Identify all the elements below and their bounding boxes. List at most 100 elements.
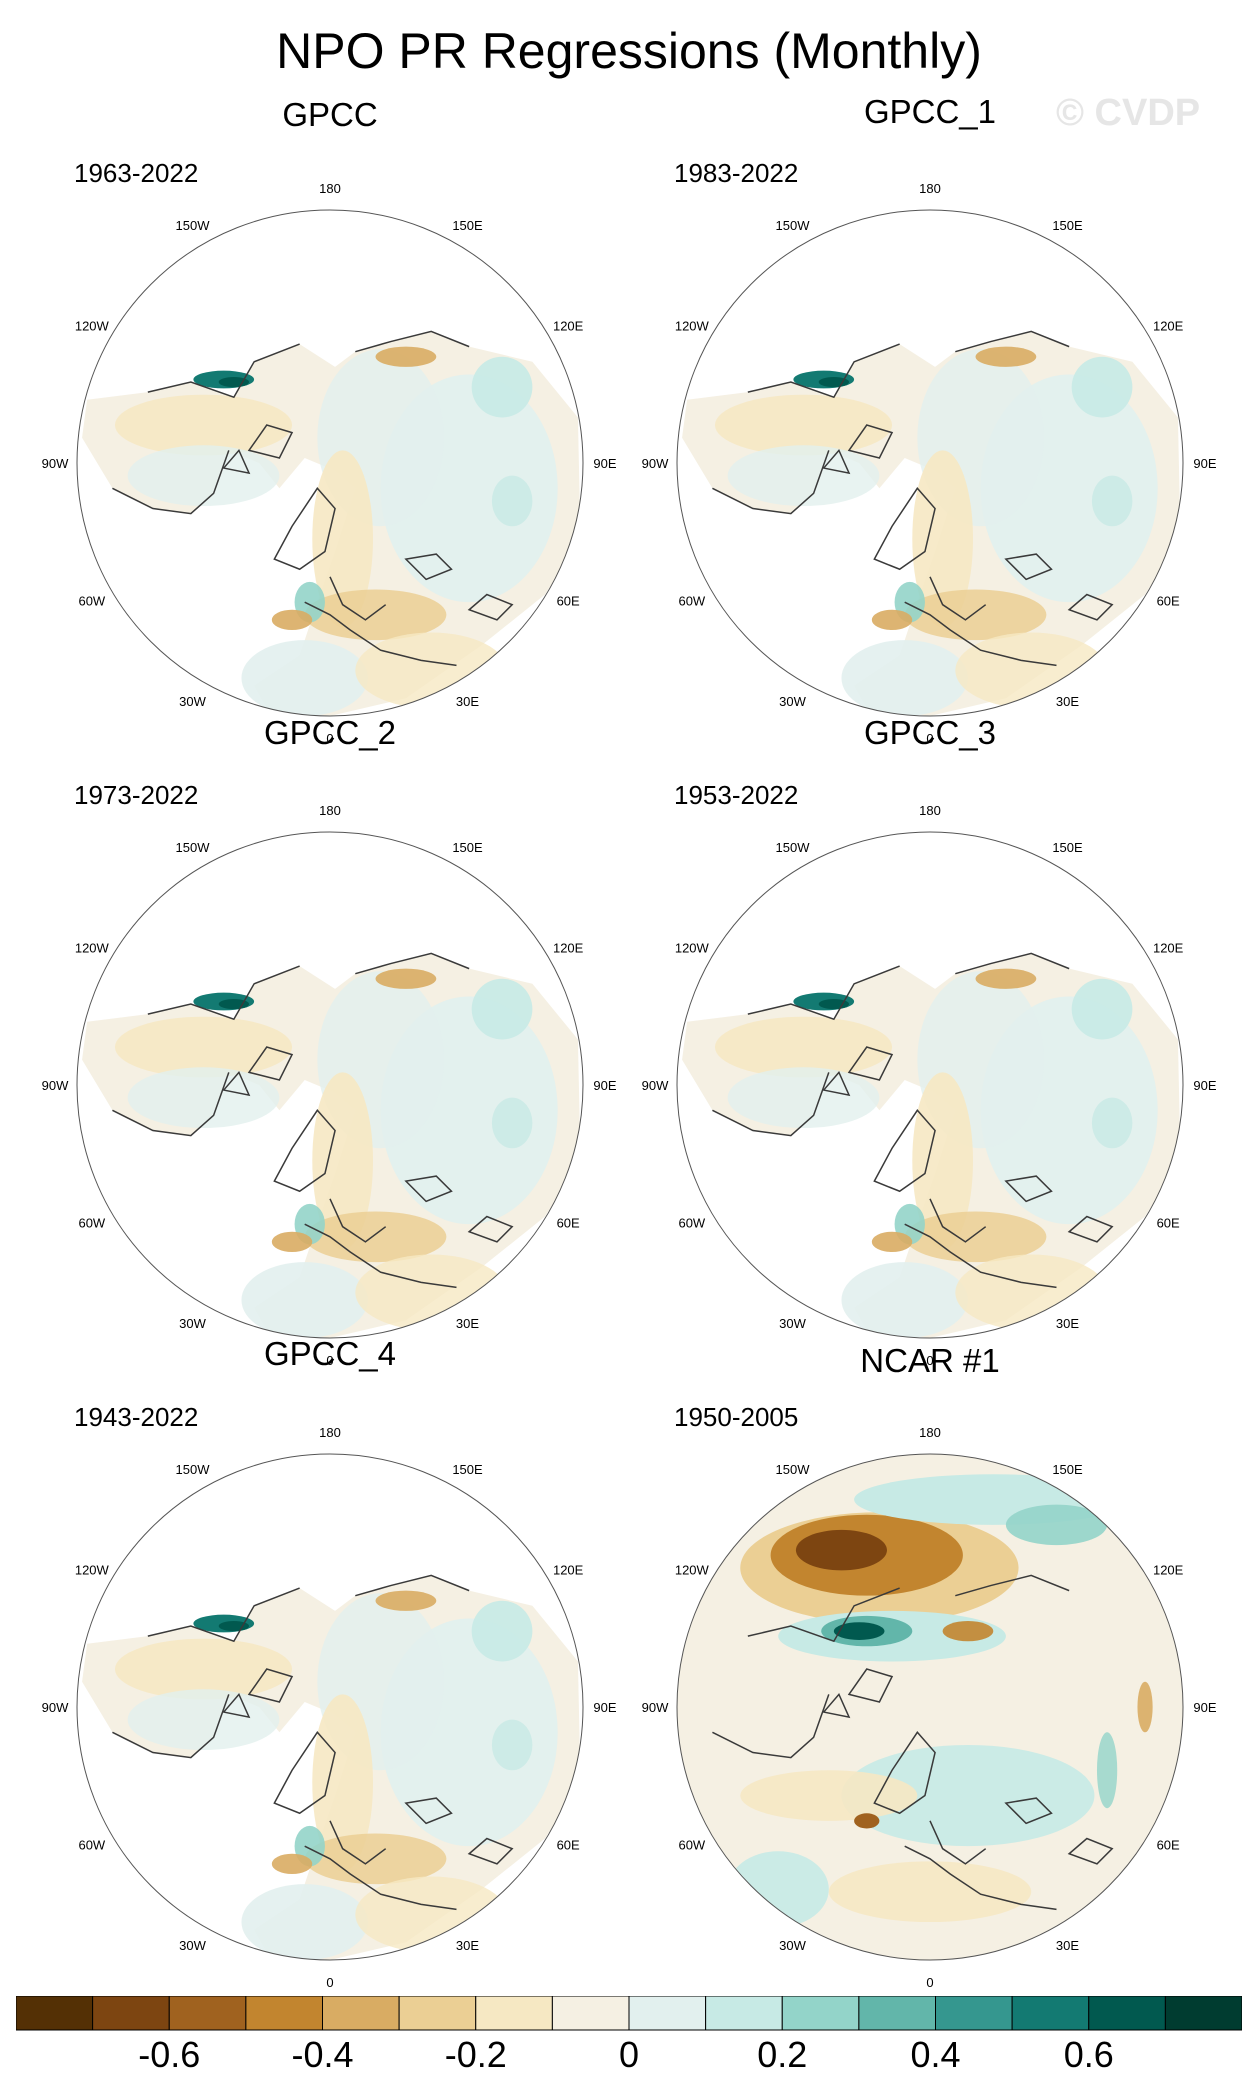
polar-map: 180 150E 120E 90E 60E 30E 0 30W 60W 90W 120W 150W xyxy=(642,803,1217,1368)
coastline xyxy=(329,1198,387,1243)
coastline xyxy=(712,450,830,515)
longitude-label: 30E xyxy=(1056,1316,1079,1331)
anomaly-contour xyxy=(375,346,437,367)
panel-title: GPCC_2 xyxy=(263,714,397,751)
colorbar xyxy=(16,1996,1242,2031)
coastline xyxy=(404,1797,453,1825)
coastline xyxy=(822,448,851,475)
coastline xyxy=(847,1046,894,1081)
longitude-label: 90E xyxy=(1193,1700,1216,1715)
anomaly-contour xyxy=(127,445,280,507)
coastline xyxy=(467,1837,514,1865)
anomaly-contour xyxy=(871,1231,913,1252)
longitude-label: 150E xyxy=(1052,1462,1083,1477)
coastline xyxy=(222,1070,251,1097)
anomaly-contour xyxy=(833,1622,885,1640)
colorbar-swatch xyxy=(781,1996,860,2031)
anomaly-contour xyxy=(471,1600,533,1662)
longitude-label: 150W xyxy=(176,218,211,233)
coastline xyxy=(873,1731,936,1815)
anomaly-contour xyxy=(271,1231,313,1252)
longitude-label: 60E xyxy=(1157,1838,1180,1853)
anomaly-contour xyxy=(714,1016,893,1078)
longitude-label: 180 xyxy=(319,181,341,196)
anomaly-contour xyxy=(828,1861,1032,1923)
watermark: © CVDP xyxy=(1056,92,1201,134)
panel-title: GPCC xyxy=(282,96,378,133)
coastline xyxy=(1004,553,1053,581)
anomaly-contour xyxy=(241,1262,368,1338)
longitude-label: 60E xyxy=(1157,1216,1180,1231)
coastline xyxy=(329,576,387,621)
colorbar-swatch xyxy=(322,1996,400,2031)
coastline xyxy=(955,952,1070,975)
coastline xyxy=(929,1198,987,1243)
anomaly-contour xyxy=(714,394,893,456)
longitude-label: 120W xyxy=(675,1563,710,1578)
coastline xyxy=(247,424,294,459)
longitude-label: 30W xyxy=(779,1938,806,1953)
longitude-label: 30W xyxy=(779,1316,806,1331)
panel-title: GPCC_4 xyxy=(263,1335,397,1372)
longitude-label: 150W xyxy=(776,1462,811,1477)
anomaly-contour xyxy=(1096,1732,1118,1809)
colorbar-tick-label: -0.2 xyxy=(444,2034,507,2075)
anomaly-contour xyxy=(727,1851,829,1928)
anomaly-contour xyxy=(271,1853,313,1874)
longitude-label: 0 xyxy=(926,1353,933,1368)
panel-years: 1973-2022 xyxy=(74,780,199,810)
longitude-label: 120E xyxy=(553,1563,584,1578)
anomaly-contour xyxy=(355,632,508,709)
colorbar-swatch xyxy=(935,1996,1013,2031)
coastline xyxy=(355,330,470,353)
map-field xyxy=(682,330,1181,716)
longitude-label: 180 xyxy=(919,803,941,818)
longitude-label: 150E xyxy=(1052,218,1083,233)
coastline xyxy=(955,1574,1070,1597)
map-border xyxy=(676,209,1184,717)
anomaly-contour xyxy=(740,1770,918,1821)
longitude-label: 90E xyxy=(593,1078,616,1093)
longitude-label: 60E xyxy=(557,1216,580,1231)
coastline xyxy=(355,952,470,975)
anomaly-contour xyxy=(312,1694,374,1872)
longitude-label: 60E xyxy=(557,1838,580,1853)
map-border xyxy=(676,1453,1184,1961)
anomaly-contour xyxy=(904,589,1047,641)
anomaly-contour xyxy=(975,346,1037,367)
longitude-label: 180 xyxy=(919,181,941,196)
colorbar-swatch xyxy=(705,1996,783,2031)
coastline xyxy=(304,1223,457,1289)
longitude-label: 120E xyxy=(553,319,584,334)
anomaly-contour xyxy=(727,445,880,507)
longitude-label: 150W xyxy=(176,840,211,855)
map-field xyxy=(82,330,581,716)
coastline xyxy=(273,1109,336,1193)
coastline xyxy=(1067,593,1114,621)
longitude-label: 180 xyxy=(319,1425,341,1440)
panel-title: GPCC_3 xyxy=(863,714,997,751)
colorbar-swatch xyxy=(168,1996,247,2031)
anomaly-contour xyxy=(942,1620,994,1642)
polar-map: 180 150E 120E 90E 60E 30E 0 30W 60W 90W 120W 150W xyxy=(642,181,1217,746)
anomaly-contour xyxy=(491,1719,533,1771)
coastline xyxy=(304,1845,457,1911)
anomaly-contour xyxy=(955,1254,1108,1331)
longitude-label: 150E xyxy=(452,218,483,233)
anomaly-contour xyxy=(271,609,313,630)
anomaly-contour xyxy=(241,640,368,716)
colorbar-tick-label: -0.6 xyxy=(138,2034,201,2075)
coastline xyxy=(147,965,300,1021)
longitude-label: 120W xyxy=(75,1563,110,1578)
longitude-label: 0 xyxy=(326,1353,333,1368)
anomaly-contour xyxy=(1071,978,1133,1040)
colorbar-swatch xyxy=(1011,1996,1090,2031)
coastline xyxy=(747,1587,900,1643)
longitude-label: 150E xyxy=(452,840,483,855)
anomaly-contour xyxy=(114,1638,293,1700)
longitude-label: 120E xyxy=(553,941,584,956)
longitude-label: 90W xyxy=(642,1700,669,1715)
coastline xyxy=(904,1845,1057,1911)
coastline xyxy=(1067,1837,1114,1865)
anomaly-contour xyxy=(1137,1681,1153,1733)
